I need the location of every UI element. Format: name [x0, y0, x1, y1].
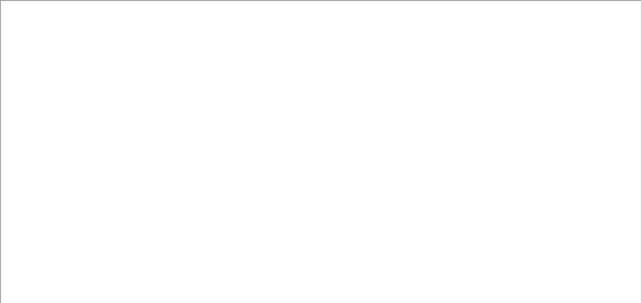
- Text: 91%: 91%: [46, 18, 71, 28]
- Text: 68%: 68%: [135, 77, 159, 87]
- Bar: [210, 188, 259, 265]
- Bar: [474, 258, 522, 265]
- Text: 6%: 6%: [402, 237, 419, 247]
- Text: 2%: 2%: [578, 248, 595, 258]
- Text: 3%: 3%: [490, 245, 507, 255]
- Bar: [562, 260, 611, 265]
- Text: 30%: 30%: [222, 175, 247, 185]
- Bar: [387, 250, 435, 265]
- Text: 22%: 22%: [310, 196, 335, 206]
- Bar: [122, 90, 171, 265]
- Bar: [299, 208, 347, 265]
- Bar: [35, 30, 83, 265]
